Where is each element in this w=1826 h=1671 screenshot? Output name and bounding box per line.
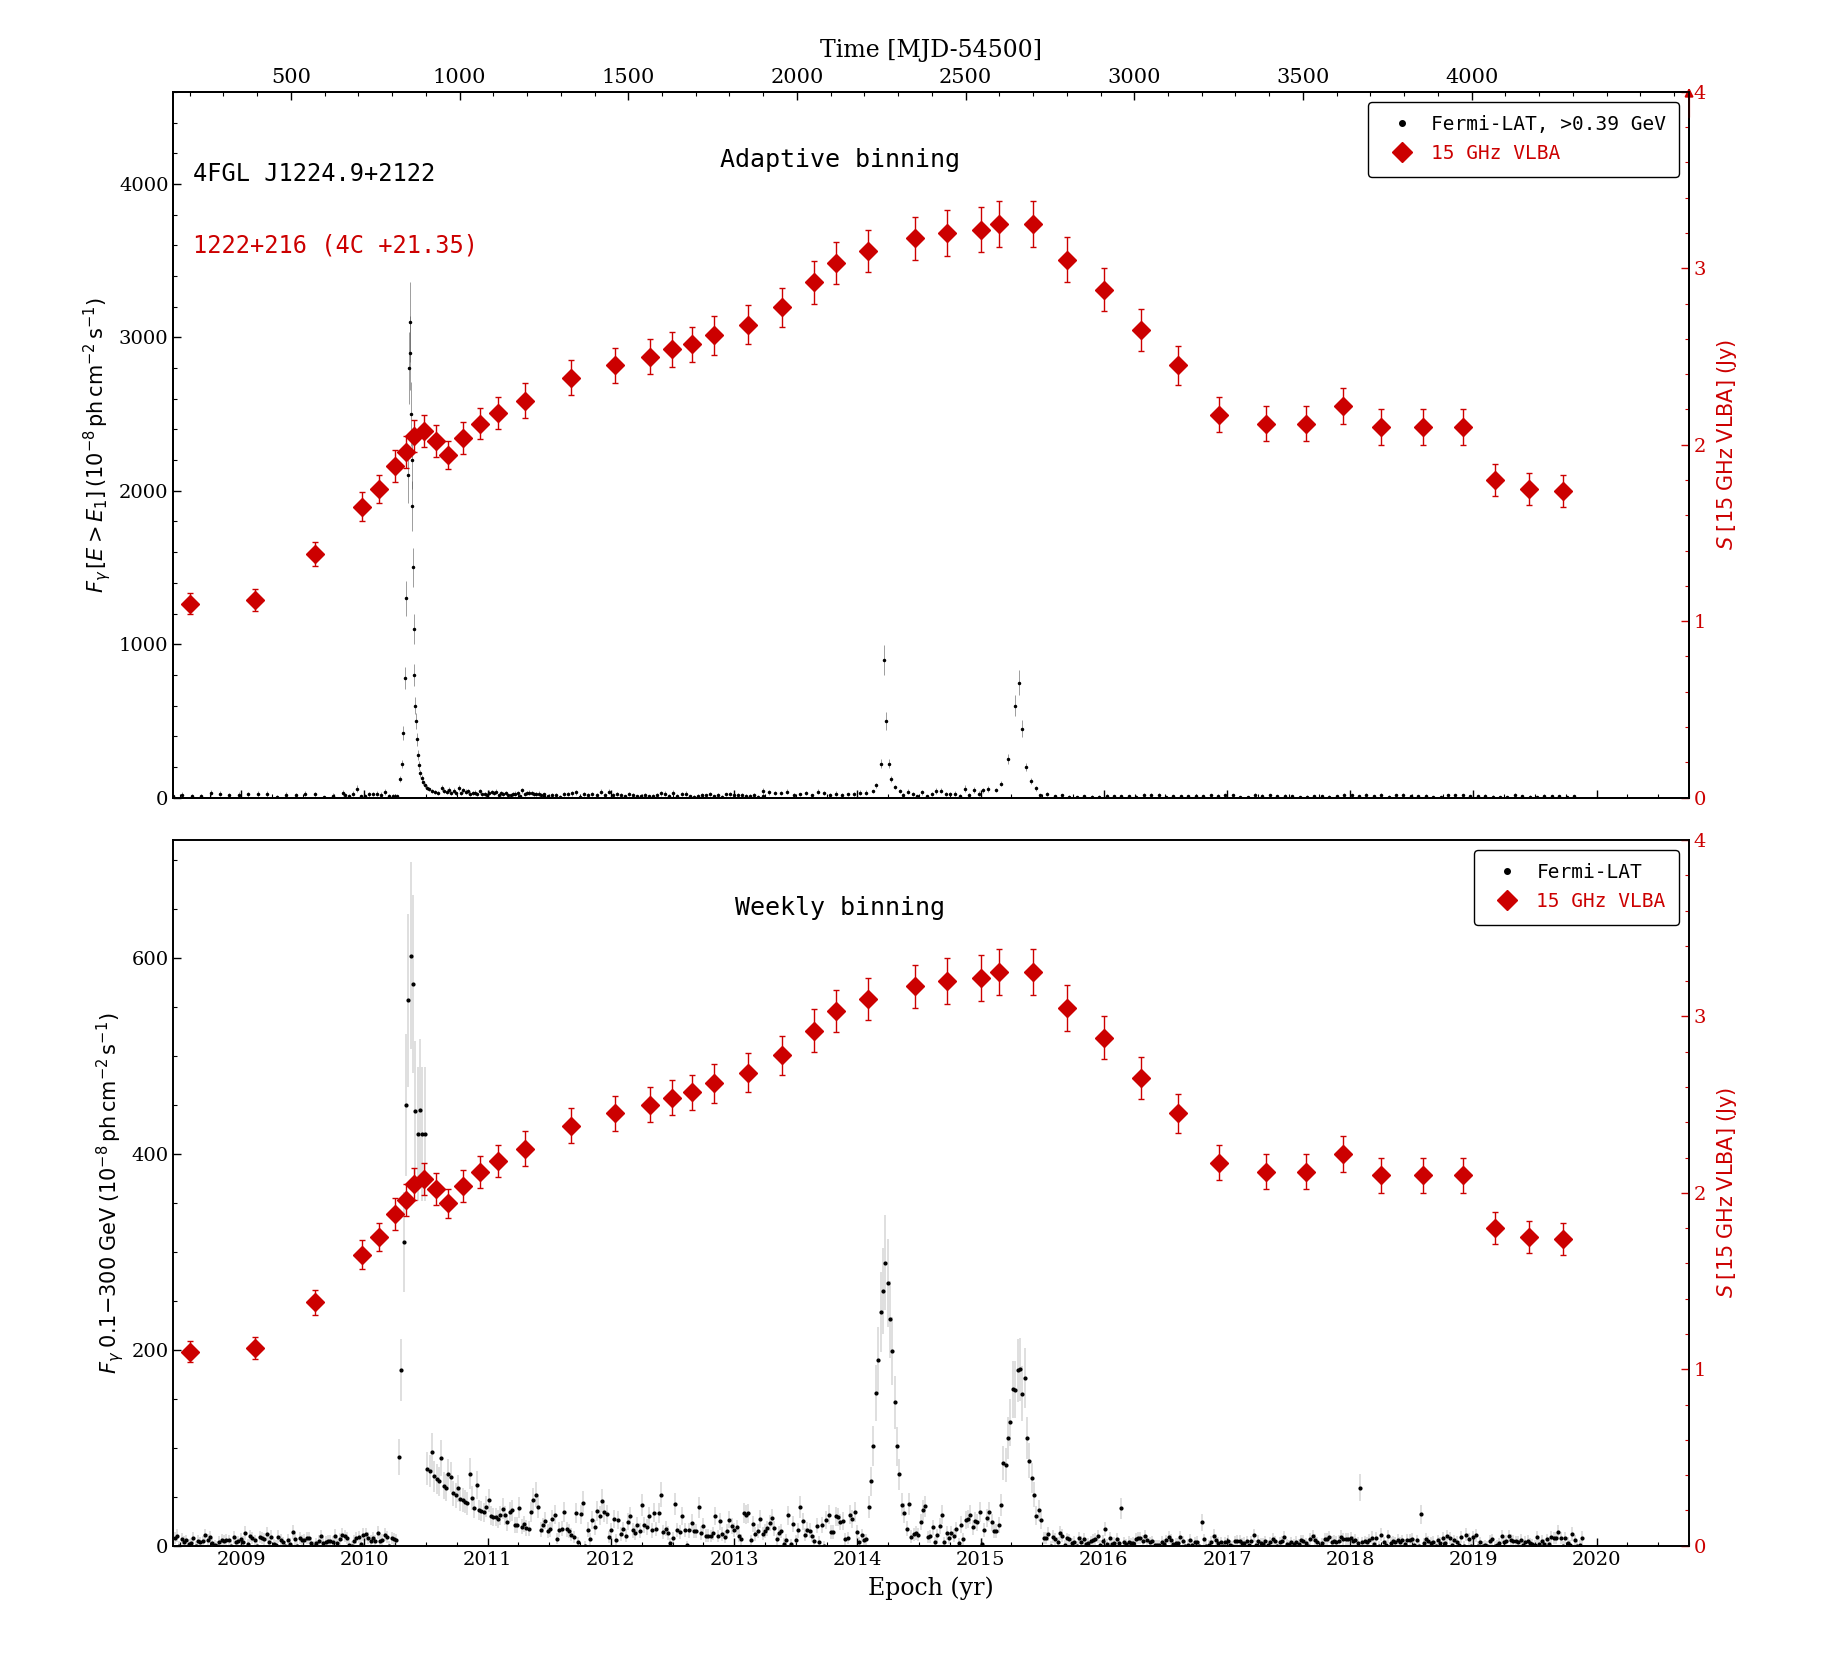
X-axis label: Epoch (yr): Epoch (yr) — [869, 1577, 993, 1601]
Y-axis label: $F_\gamma\;0.1\mathrm{-}300\;\mathrm{GeV}\;(10^{-8}\,\mathrm{ph\,cm^{-2}\,s^{-1}: $F_\gamma\;0.1\mathrm{-}300\;\mathrm{GeV… — [93, 1013, 126, 1374]
Text: Adaptive binning: Adaptive binning — [719, 149, 960, 172]
Legend: Fermi-LAT, >0.39 GeV, 15 GHz VLBA: Fermi-LAT, >0.39 GeV, 15 GHz VLBA — [1368, 102, 1680, 177]
Text: 4FGL J1224.9+2122: 4FGL J1224.9+2122 — [194, 162, 435, 187]
Y-axis label: $S\;[15\;\mathrm{GHz\;VLBA}]\;(\mathrm{Jy})$: $S\;[15\;\mathrm{GHz\;VLBA}]\;(\mathrm{J… — [1715, 339, 1738, 550]
X-axis label: Time [MJD-54500]: Time [MJD-54500] — [820, 38, 1043, 62]
Y-axis label: $S\;[15\;\mathrm{GHz\;VLBA}]\;(\mathrm{Jy})$: $S\;[15\;\mathrm{GHz\;VLBA}]\;(\mathrm{J… — [1715, 1088, 1738, 1298]
Y-axis label: $F_\gamma\,[E>E_1]\,(10^{-8}\,\mathrm{ph\,cm^{-2}\,s^{-1}})$: $F_\gamma\,[E>E_1]\,(10^{-8}\,\mathrm{ph… — [82, 297, 113, 593]
Text: 1222+216 (4C +21.35): 1222+216 (4C +21.35) — [194, 232, 478, 257]
Text: Weekly binning: Weekly binning — [736, 896, 946, 921]
Legend: Fermi-LAT, 15 GHz VLBA: Fermi-LAT, 15 GHz VLBA — [1474, 849, 1680, 924]
